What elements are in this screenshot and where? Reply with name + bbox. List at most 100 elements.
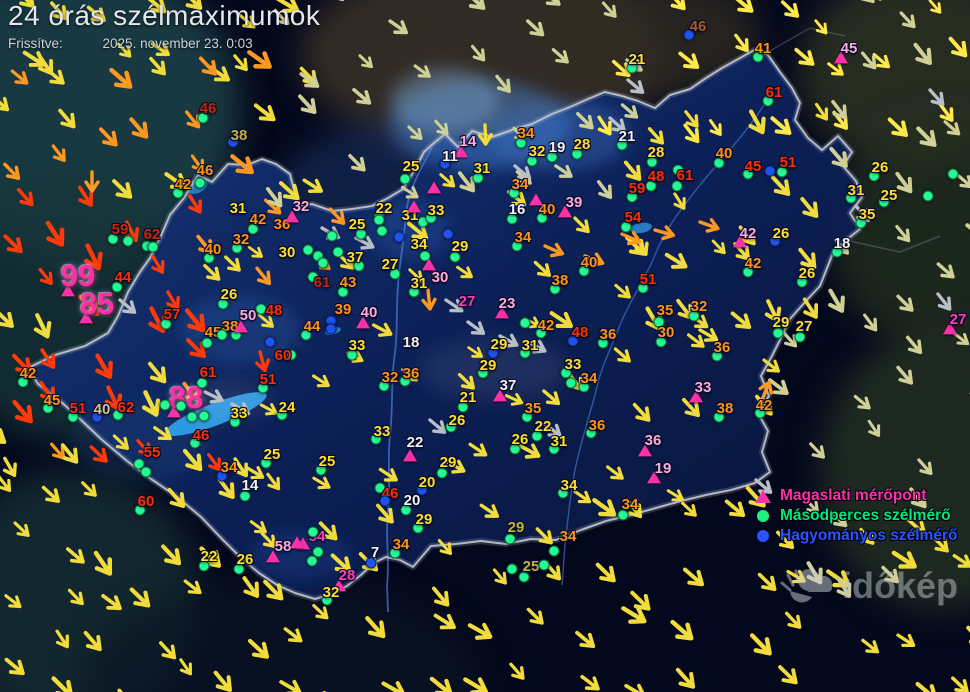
wind-speed-label: 32 xyxy=(292,197,310,215)
highlight-north-mountains-2 xyxy=(490,100,630,170)
station-marker-green-dot xyxy=(399,375,411,387)
wind-speed-label: 58 xyxy=(274,537,292,555)
station-marker-triangle xyxy=(647,471,661,484)
wind-speed-label: 42 xyxy=(249,210,267,228)
station-marker-green-dot xyxy=(538,559,550,571)
wind-speed-label: 19 xyxy=(654,459,672,477)
station-marker-green-dot xyxy=(776,166,788,178)
wind-speed-label: 32 xyxy=(690,297,708,315)
station-marker-green-dot xyxy=(229,416,241,428)
foreign-border-ne xyxy=(767,27,846,53)
station-marker-green-dot xyxy=(67,411,79,423)
station-marker-green-dot xyxy=(321,594,333,606)
station-marker-green-dot xyxy=(672,164,684,176)
wind-speed-label: 21 xyxy=(628,50,646,68)
wind-speed-label: 38 xyxy=(551,271,569,289)
station-marker-green-dot xyxy=(772,327,784,339)
station-marker-green-dot xyxy=(189,437,201,449)
station-marker-green-dot xyxy=(645,180,657,192)
legend-blue-dot-icon xyxy=(752,530,774,542)
station-marker-triangle xyxy=(733,235,747,248)
station-marker-green-dot xyxy=(425,212,437,224)
station-marker-green-dot xyxy=(472,172,484,184)
station-marker-green-dot xyxy=(511,240,523,252)
wind-speed-label: 40 xyxy=(93,400,111,418)
station-marker-blue-dot xyxy=(365,557,377,569)
wind-speed-label: 48 xyxy=(571,323,589,341)
station-marker-green-dot xyxy=(107,233,119,245)
station-marker-green-dot xyxy=(389,547,401,559)
station-marker-blue-dot xyxy=(683,29,695,41)
highlight-tatra-snow xyxy=(390,68,500,132)
wind-speed-label: 29 xyxy=(415,510,433,528)
wind-speed-label: 28 xyxy=(647,143,665,161)
station-marker-green-dot xyxy=(477,367,489,379)
station-marker-green-dot xyxy=(217,298,229,310)
station-marker-green-dot xyxy=(519,347,531,359)
wind-speed-label: 33 xyxy=(427,201,445,219)
wind-speed-label: 26 xyxy=(511,430,529,448)
station-marker-green-dot xyxy=(754,407,766,419)
station-marker-green-dot xyxy=(947,168,959,180)
station-marker-blue-dot xyxy=(769,235,781,247)
wind-speed-label: 33 xyxy=(373,422,391,440)
station-marker-green-dot xyxy=(122,235,134,247)
wind-speed-label: 30 xyxy=(431,268,449,286)
wind-speed-label: 39 xyxy=(565,193,583,211)
wind-speed-label: 34 xyxy=(559,527,577,545)
wind-speed-label: 22 xyxy=(200,547,218,565)
wind-speed-label: 26 xyxy=(448,411,466,429)
station-marker-green-dot xyxy=(346,349,358,361)
wind-speed-label: 27 xyxy=(795,317,813,335)
station-marker-blue-dot xyxy=(416,484,428,496)
station-marker-green-dot xyxy=(378,380,390,392)
wind-speed-label: 51 xyxy=(639,270,657,288)
station-marker-green-dot xyxy=(337,286,349,298)
wind-speed-label: 29 xyxy=(439,453,457,471)
wind-speed-label: 41 xyxy=(754,39,772,57)
station-marker-blue-dot xyxy=(325,323,337,335)
station-marker-green-dot xyxy=(515,137,527,149)
station-marker-green-dot xyxy=(399,173,411,185)
wind-speed-label: 18 xyxy=(402,333,420,351)
station-marker-green-dot xyxy=(557,487,569,499)
station-marker-green-dot xyxy=(300,329,312,341)
wind-speed-label: 22 xyxy=(406,433,424,451)
station-marker-green-dot xyxy=(201,337,213,349)
wind-speed-label: 31 xyxy=(550,432,568,450)
station-marker-green-dot xyxy=(762,95,774,107)
wind-speed-label: 28 xyxy=(338,566,356,584)
station-marker-green-dot xyxy=(506,563,518,575)
station-marker-green-dot xyxy=(306,555,318,567)
wind-speed-label: 42 xyxy=(744,254,762,272)
wind-speed-label: 36 xyxy=(713,338,731,356)
station-marker-triangle xyxy=(285,210,299,223)
station-marker-green-dot xyxy=(175,400,187,412)
wind-speed-label: 20 xyxy=(403,491,421,509)
wind-speed-label: 31 xyxy=(847,181,865,199)
wind-speed-label: 28 xyxy=(573,135,591,153)
station-marker-green-dot xyxy=(17,376,29,388)
station-marker-green-dot xyxy=(247,223,259,235)
wind-speed-label: 26 xyxy=(798,264,816,282)
wind-speed-label: 59 xyxy=(111,220,129,238)
updated-value: 2025. november 23. 0:03 xyxy=(102,36,253,51)
wind-speed-label: 54 xyxy=(624,208,642,226)
wind-speed-label: 40 xyxy=(580,253,598,271)
page-title: 24 órás szélmaximumok xyxy=(8,0,321,31)
station-marker-triangle xyxy=(356,316,370,329)
station-marker-green-dot xyxy=(796,276,808,288)
station-marker-green-dot xyxy=(353,260,365,272)
station-marker-green-dot xyxy=(831,246,843,258)
wind-speed-label: 34 xyxy=(511,175,529,193)
station-marker-green-dot xyxy=(317,257,329,269)
wind-speed-label: 40 xyxy=(204,240,222,258)
updated-line: Frissítve: 2025. november 23. 0:03 xyxy=(8,36,320,51)
wind-speed-label: 42 xyxy=(19,364,37,382)
wind-speed-label: 29 xyxy=(507,518,525,536)
station-marker-green-dot xyxy=(112,409,124,421)
station-marker-green-dot xyxy=(140,466,152,478)
station-marker-triangle xyxy=(427,181,441,194)
